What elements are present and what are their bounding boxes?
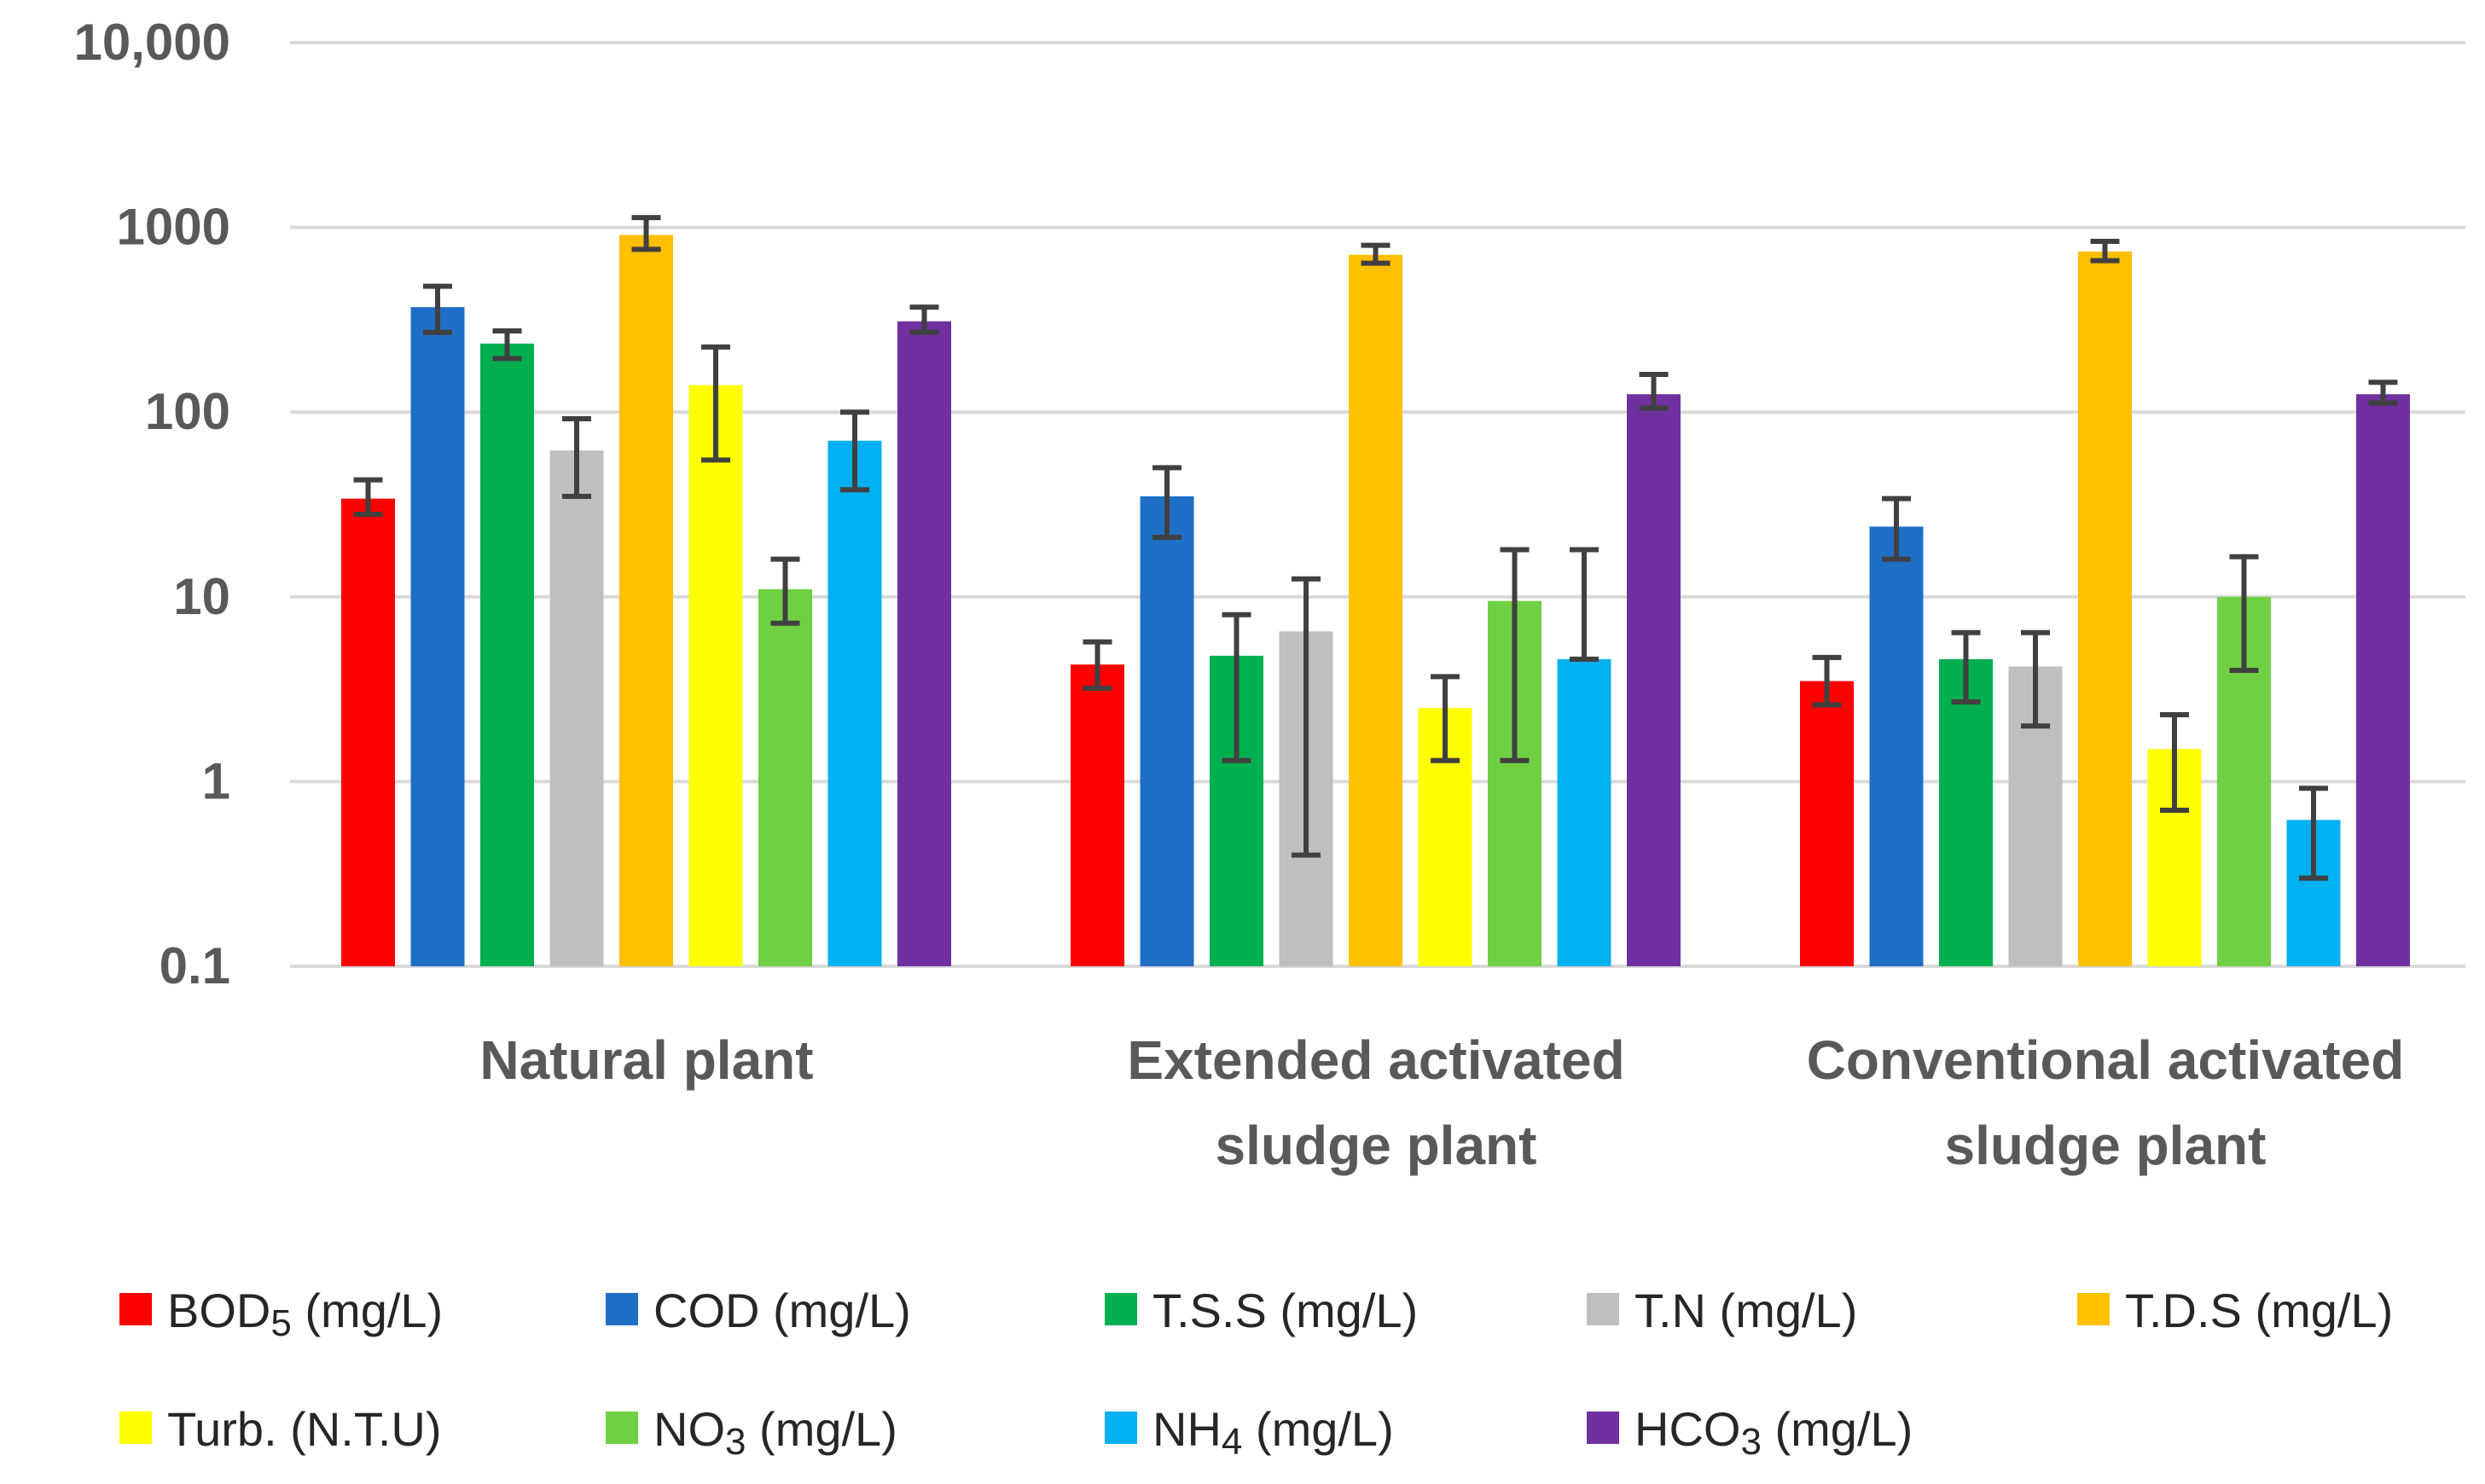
- legend-label: COD (mg/L): [653, 1284, 911, 1337]
- bar-tds-2: [2078, 251, 2132, 966]
- error-bar: [909, 304, 939, 335]
- error-bar: [492, 328, 522, 362]
- bar-hco-0: [897, 321, 951, 966]
- legend: BOD5 (mg/L) COD (mg/L) T.S.S (mg/L) T.N (mg…: [119, 1284, 2393, 1463]
- error-bars: [353, 215, 2398, 881]
- bar-nh-1: [1557, 658, 1611, 966]
- y-tick-label: 0.1: [160, 937, 230, 994]
- legend-swatch: [1587, 1293, 1619, 1325]
- error-bar: [1951, 629, 1981, 704]
- error-bar: [2229, 554, 2259, 673]
- error-bar: [1431, 674, 1460, 763]
- legend-item: NO3 (mg/L): [606, 1402, 897, 1463]
- legend-swatch: [1587, 1412, 1619, 1444]
- legend-swatch: [606, 1412, 638, 1444]
- y-tick-label: 1: [202, 752, 230, 809]
- legend-label: Turb. (N.T.U): [167, 1402, 441, 1456]
- category-label: sludge plant: [1216, 1115, 1537, 1176]
- legend-swatch: [1105, 1293, 1137, 1325]
- error-bar: [1222, 612, 1251, 763]
- error-bar: [1083, 639, 1112, 691]
- bar-cod-2: [1869, 526, 1924, 966]
- error-bar: [2090, 239, 2120, 264]
- bars: [341, 235, 2410, 967]
- error-bar: [631, 215, 661, 252]
- legend-label: BOD5 (mg/L): [167, 1284, 443, 1344]
- bar-turb-0: [688, 385, 743, 966]
- error-bar: [770, 556, 800, 626]
- x-axis-categories: Natural plant Extended activated sludge pl…: [479, 1029, 2404, 1176]
- bar-hco-2: [2356, 394, 2410, 966]
- legend-item: HCO3 (mg/L): [1587, 1402, 1913, 1463]
- legend-item: COD (mg/L): [606, 1284, 911, 1337]
- y-tick-label: 100: [145, 383, 230, 440]
- legend-swatch: [606, 1293, 638, 1325]
- category-label: sludge plant: [1945, 1115, 2267, 1176]
- error-bar: [1882, 496, 1911, 562]
- legend-item: BOD5 (mg/L): [119, 1284, 443, 1344]
- category-label: Extended activated: [1127, 1029, 1624, 1091]
- bar-bod-0: [341, 498, 395, 966]
- bar-tds-1: [1349, 254, 1402, 966]
- error-bar: [562, 416, 591, 499]
- legend-swatch: [2077, 1293, 2110, 1325]
- y-tick-label: 10: [173, 568, 230, 625]
- bar-tds-0: [619, 235, 673, 966]
- error-bar: [1292, 576, 1321, 858]
- error-bar: [1153, 465, 1182, 541]
- error-bar: [2021, 629, 2050, 729]
- legend-item: Turb. (N.T.U): [119, 1402, 441, 1456]
- y-tick-label: 10,000: [73, 14, 230, 71]
- bar-tss-0: [480, 343, 534, 967]
- legend-item: NH4 (mg/L): [1105, 1402, 1394, 1463]
- category-label: Conventional activated: [1807, 1029, 2405, 1091]
- y-tick-label: 1000: [117, 199, 230, 256]
- error-bar: [2299, 785, 2328, 881]
- bar-hco-1: [1627, 394, 1681, 966]
- error-bar: [2160, 712, 2189, 813]
- legend-swatch: [119, 1293, 152, 1325]
- legend-label: NO3 (mg/L): [653, 1402, 897, 1463]
- legend-label: NH4 (mg/L): [1153, 1402, 1394, 1463]
- error-bar: [1361, 242, 1391, 266]
- bar-tn-0: [549, 450, 604, 966]
- bar-cod-0: [410, 307, 465, 966]
- bar-tss-2: [1939, 658, 1993, 966]
- legend-item: T.D.S (mg/L): [2077, 1284, 2393, 1337]
- error-bar: [1639, 371, 1669, 411]
- error-bar: [423, 283, 452, 335]
- error-bar: [701, 344, 730, 463]
- legend-label: HCO3 (mg/L): [1634, 1402, 1913, 1463]
- error-bar: [353, 477, 383, 517]
- legend-item: T.S.S (mg/L): [1105, 1284, 1418, 1337]
- legend-swatch: [119, 1412, 152, 1444]
- y-axis-ticks: 0.1 1 10 100 1000 10,000: [73, 14, 230, 994]
- legend-label: T.N (mg/L): [1634, 1284, 1857, 1337]
- bar-nh-0: [827, 440, 882, 966]
- legend-label: T.S.S (mg/L): [1153, 1284, 1418, 1337]
- error-bar: [1500, 547, 1530, 763]
- bar-cod-1: [1140, 496, 1194, 966]
- bar-no-0: [758, 588, 812, 966]
- error-bar: [1812, 654, 1842, 708]
- error-bar: [1570, 547, 1599, 662]
- bar-bod-2: [1800, 681, 1854, 966]
- error-bar: [840, 409, 869, 493]
- category-label: Natural plant: [479, 1029, 813, 1091]
- error-bar: [2368, 380, 2398, 406]
- legend-item: T.N (mg/L): [1587, 1284, 1857, 1337]
- legend-swatch: [1105, 1412, 1137, 1444]
- legend-label: T.D.S (mg/L): [2125, 1284, 2393, 1337]
- bar-bod-1: [1071, 664, 1124, 966]
